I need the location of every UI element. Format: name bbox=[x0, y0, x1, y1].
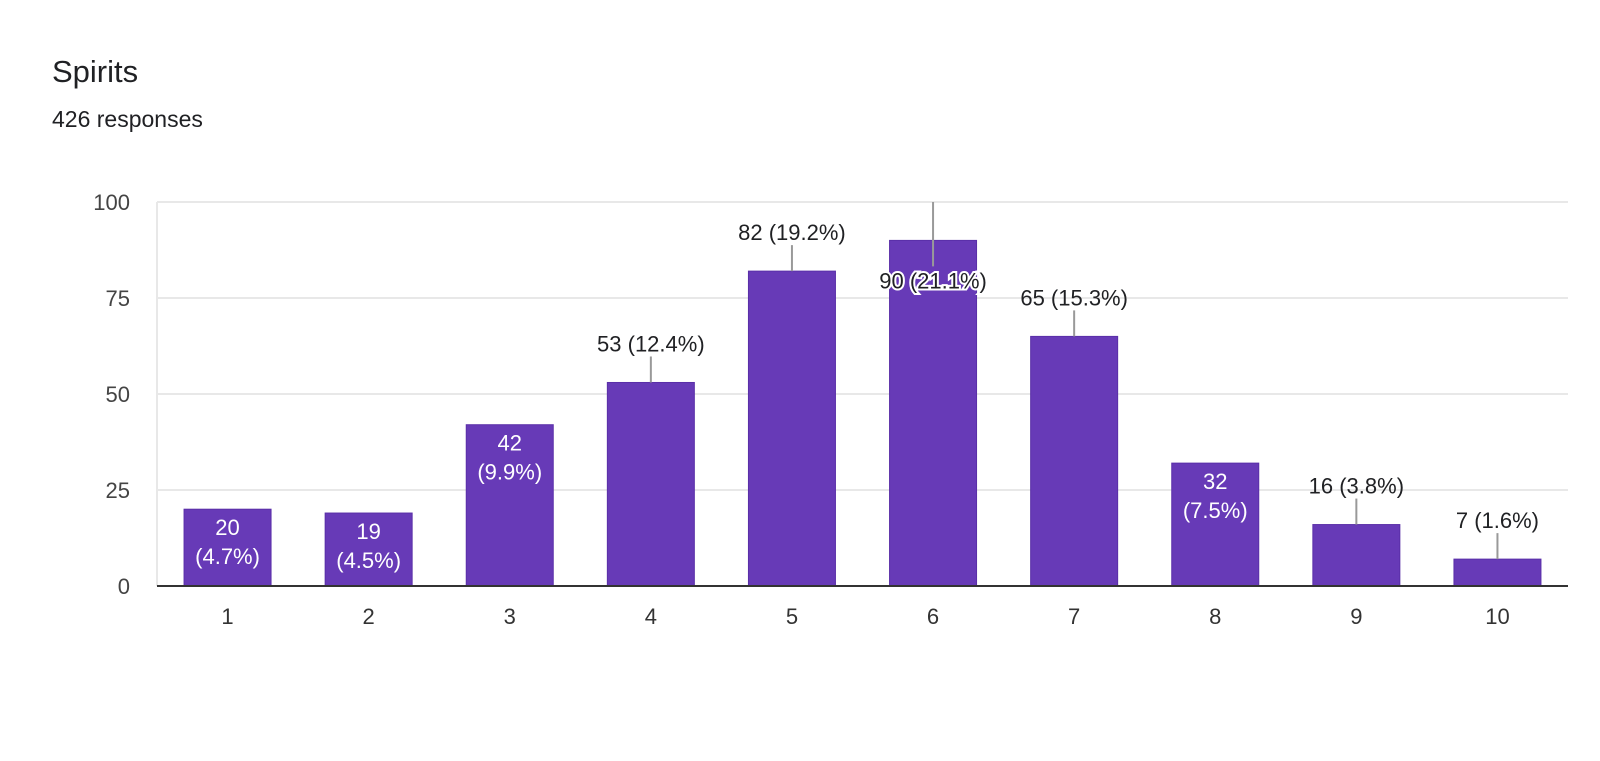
data-label-value: 42 bbox=[498, 431, 522, 456]
bar-8 bbox=[1171, 462, 1260, 587]
data-label-percent: (4.7%) bbox=[195, 544, 260, 569]
data-label-value: 20 bbox=[215, 515, 239, 540]
y-tick-label: 75 bbox=[106, 286, 130, 311]
bar-6 bbox=[889, 239, 978, 587]
bar-5 bbox=[747, 270, 836, 587]
bars bbox=[183, 239, 1542, 587]
x-tick-label: 2 bbox=[363, 604, 375, 629]
bar-2 bbox=[324, 512, 413, 587]
y-axis-ticks: 0 25 50 75 100 bbox=[93, 190, 130, 599]
x-axis-ticks: 1 2 3 4 5 6 7 8 9 10 bbox=[221, 604, 1509, 629]
x-tick-label: 8 bbox=[1209, 604, 1221, 629]
x-tick-label: 10 bbox=[1485, 604, 1509, 629]
chart-title: Spirits bbox=[52, 54, 139, 89]
data-label-percent: (7.5%) bbox=[1183, 498, 1248, 523]
data-label-percent: (4.5%) bbox=[336, 548, 401, 573]
response-count: 426 responses bbox=[52, 106, 203, 132]
data-labels: 20 (4.7%) 19 (4.5%) 42 (9.9%) 53 (12.4%) 82 (19… bbox=[195, 202, 1539, 573]
x-tick-label: 7 bbox=[1068, 604, 1080, 629]
bar-9 bbox=[1312, 524, 1401, 587]
data-label: 53 (12.4%) bbox=[597, 331, 705, 356]
x-tick-label: 3 bbox=[504, 604, 516, 629]
data-label: 16 (3.8%) bbox=[1309, 474, 1404, 499]
data-label-value: 19 bbox=[356, 519, 380, 544]
bar-3 bbox=[465, 424, 554, 587]
y-tick-label: 100 bbox=[93, 190, 130, 215]
x-tick-label: 9 bbox=[1350, 604, 1362, 629]
data-label: 82 (19.2%) bbox=[738, 220, 846, 245]
y-tick-label: 25 bbox=[106, 478, 130, 503]
bar-10 bbox=[1453, 558, 1542, 587]
x-tick-label: 6 bbox=[927, 604, 939, 629]
x-tick-label: 5 bbox=[786, 604, 798, 629]
data-label: 90 (21.1%) bbox=[879, 268, 987, 293]
bar-1 bbox=[183, 508, 272, 587]
y-tick-label: 50 bbox=[106, 382, 130, 407]
y-tick-label: 0 bbox=[118, 574, 130, 599]
bar-7 bbox=[1030, 335, 1119, 587]
bar-4 bbox=[606, 381, 695, 587]
data-label-percent: (9.9%) bbox=[477, 460, 542, 485]
data-label: 7 (1.6%) bbox=[1456, 508, 1539, 533]
data-label-value: 32 bbox=[1203, 469, 1227, 494]
x-tick-label: 4 bbox=[645, 604, 657, 629]
x-tick-label: 1 bbox=[221, 604, 233, 629]
gridlines bbox=[156, 201, 1568, 586]
data-label: 65 (15.3%) bbox=[1020, 285, 1128, 310]
